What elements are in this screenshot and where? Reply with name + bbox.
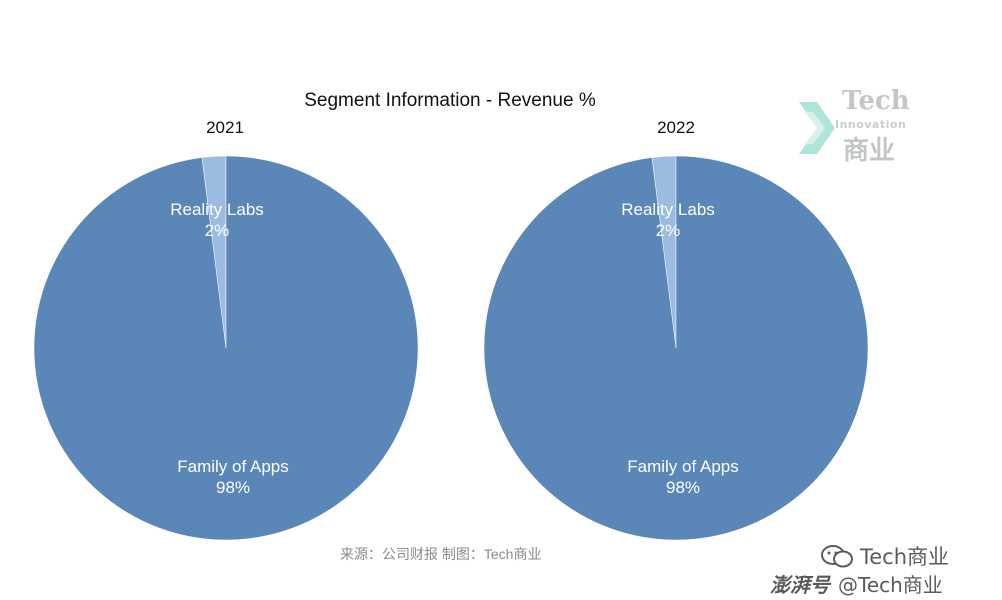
source-note: 来源：公司财报 制图：Tech商业 — [340, 546, 542, 562]
slice-name: Family of Apps — [177, 457, 289, 476]
watermark-line1: Tech商业 — [820, 541, 949, 573]
pie-slice-family-of-apps-2021 — [33, 155, 419, 541]
watermark-brand: 澎湃号 — [770, 573, 830, 597]
tech-innovation-logo: Tech Innovation 商业 — [795, 86, 925, 166]
chart-title: Segment Information - Revenue % — [304, 90, 596, 111]
pie-2022-subtitle: 2022 — [657, 118, 695, 137]
watermark-handle: @Tech商业 — [838, 573, 943, 597]
slice-value: 98% — [665, 478, 701, 497]
slice-label-reality-labs-2022: Reality Labs 2% — [568, 199, 768, 241]
slice-label-reality-labs-2021: Reality Labs 2% — [117, 199, 317, 241]
slice-name: Family of Apps — [627, 457, 739, 476]
slice-value: 2% — [655, 221, 681, 240]
chevron-logo-icon — [799, 102, 835, 154]
slice-label-family-of-apps-2021: Family of Apps 98% — [133, 456, 333, 498]
watermark-text: Tech商业 — [860, 545, 950, 569]
pie-2021-subtitle: 2021 — [206, 118, 244, 137]
slice-name: Reality Labs — [621, 200, 715, 219]
slice-name: Reality Labs — [170, 200, 264, 219]
watermark-line2: 澎湃号 @Tech商业 — [770, 569, 943, 598]
logo-text-tech: Tech — [842, 86, 910, 116]
logo-text-cn: 商业 — [843, 136, 896, 166]
slice-value: 2% — [204, 221, 230, 240]
slice-label-family-of-apps-2022: Family of Apps 98% — [583, 456, 783, 498]
slice-value: 98% — [215, 478, 251, 497]
wechat-icon — [820, 544, 854, 573]
logo-text-innovation: Innovation — [835, 118, 907, 131]
pie-slice-family-of-apps-2022 — [483, 155, 869, 541]
